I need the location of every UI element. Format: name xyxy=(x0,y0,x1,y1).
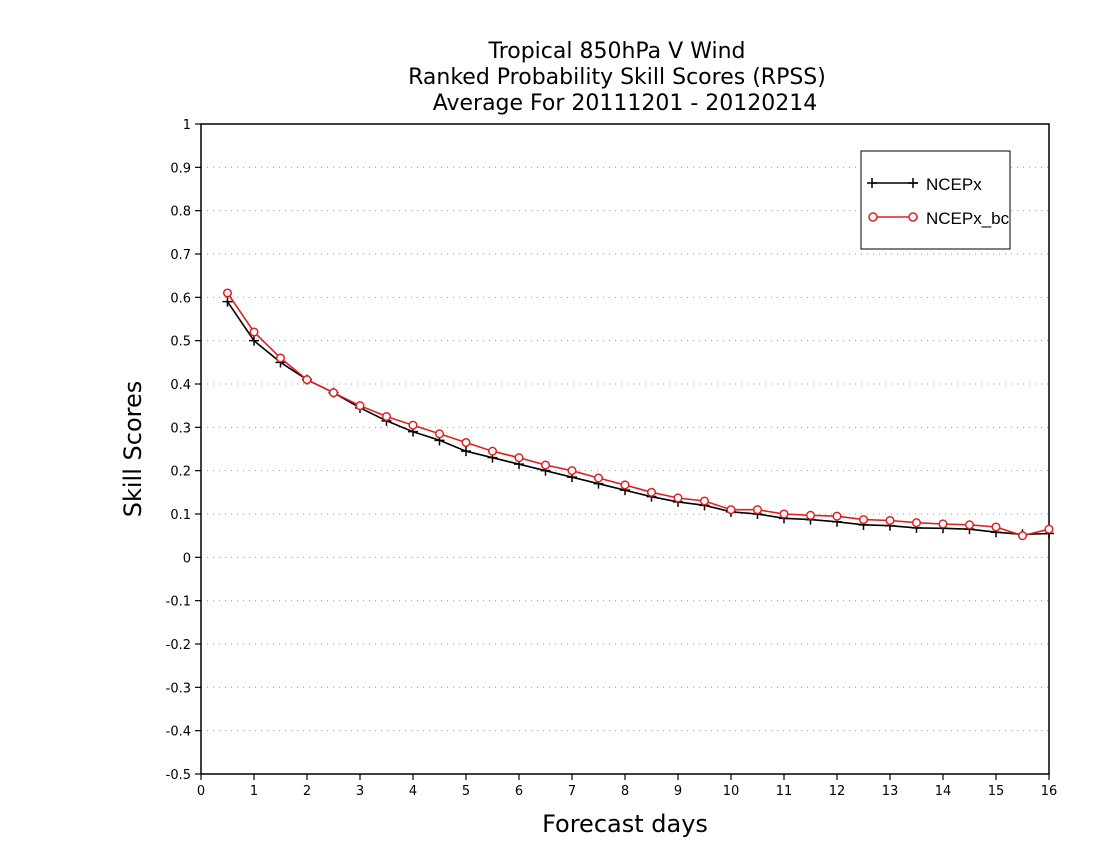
plot-frame xyxy=(200,123,1050,775)
point-ncepx-bc xyxy=(328,388,339,398)
point-ncepx-bc xyxy=(964,520,975,530)
axis-ticks xyxy=(195,123,1050,780)
point-ncepx-bc xyxy=(1044,524,1054,534)
y-tick-label: 0.8 xyxy=(170,205,191,220)
point-ncepx-bc xyxy=(752,505,763,515)
y-tick-label: 0.7 xyxy=(170,248,191,263)
legend-box xyxy=(860,150,1011,250)
x-tick-label: 13 xyxy=(882,784,899,799)
x-tick-label: 4 xyxy=(409,784,417,799)
point-ncepx-bc xyxy=(461,437,471,448)
point-ncepx-bc xyxy=(275,353,286,363)
y-tick-label: -0.1 xyxy=(166,595,191,610)
y-tick-label: -0.4 xyxy=(166,725,191,740)
point-ncepx-bc xyxy=(222,288,233,298)
point-ncepx-bc xyxy=(885,515,895,526)
point-ncepx-bc xyxy=(540,460,551,470)
y-axis-label: Skill Scores xyxy=(119,381,147,518)
y-tick-label: -0.3 xyxy=(166,681,191,696)
point-ncepx-bc xyxy=(911,518,922,528)
legend-marker-ncepx-bc-2 xyxy=(908,212,918,222)
legend-marker-ncepx-bc-1 xyxy=(868,212,878,222)
point-ncepx-bc xyxy=(355,401,365,411)
point-ncepx-bc xyxy=(487,446,498,456)
title-line-1: Tropical 850hPa V Wind xyxy=(487,39,745,64)
x-tick-label: 5 xyxy=(462,784,470,799)
y-tick-label: 0.9 xyxy=(170,161,191,176)
x-tick-label: 10 xyxy=(723,784,740,799)
chart-title: Tropical 850hPa V Wind Ranked Probabilit… xyxy=(408,39,826,116)
y-tick-label: -0.5 xyxy=(166,768,191,783)
point-ncepx-bc xyxy=(381,411,392,422)
x-tick-label: 11 xyxy=(776,784,793,799)
legend-label-ncepx-bc: NCEPx_bc xyxy=(926,209,1010,228)
point-ncepx-bc xyxy=(567,466,577,476)
x-tick-label: 14 xyxy=(935,784,952,799)
point-ncepx xyxy=(461,446,471,457)
point-ncepx-bc xyxy=(593,473,604,483)
point-ncepx-bc xyxy=(832,511,842,521)
point-ncepx-bc xyxy=(434,429,445,439)
y-tick-label: -0.2 xyxy=(166,638,191,653)
point-ncepx-bc xyxy=(805,510,816,520)
point-ncepx-bc xyxy=(726,505,736,515)
x-tick-label: 6 xyxy=(515,784,523,799)
point-ncepx xyxy=(249,335,259,346)
series-line-ncepx xyxy=(226,301,1050,536)
point-ncepx-bc xyxy=(779,509,789,519)
title-line-3: Average For 20111201 - 20120214 xyxy=(433,91,818,116)
point-ncepx-bc xyxy=(858,515,869,525)
tick-labels: -0.5 -0.4 -0.3 -0.2 -0.1 0 0.1 0.2 0.3 0.4 0.5 0.6 0… xyxy=(166,118,1058,799)
x-tick-label: 0 xyxy=(197,784,205,799)
point-ncepx-bc xyxy=(673,493,683,503)
y-tick-label: 0.3 xyxy=(170,421,191,436)
y-tick-label: 0.2 xyxy=(170,465,191,480)
series-layer xyxy=(222,288,1054,541)
point-ncepx xyxy=(222,296,233,307)
point-ncepx-bc xyxy=(408,420,418,430)
x-axis-label: Forecast days xyxy=(542,810,708,838)
point-ncepx-bc xyxy=(514,453,524,463)
point-ncepx-bc xyxy=(1017,531,1028,541)
y-tick-label: 0.4 xyxy=(170,378,191,393)
point-ncepx-bc xyxy=(302,375,312,385)
y-tick-label: 0 xyxy=(183,551,191,566)
point-ncepx-bc xyxy=(249,327,259,337)
x-tick-label: 3 xyxy=(356,784,364,799)
series-line-ncepx-bc xyxy=(226,292,1050,537)
point-ncepx-bc xyxy=(620,480,630,490)
y-tick-label: 0.1 xyxy=(170,508,191,523)
legend-label-ncepx: NCEPx xyxy=(926,175,982,194)
x-tick-label: 12 xyxy=(829,784,846,799)
point-ncepx-bc xyxy=(938,519,948,529)
x-tick-label: 2 xyxy=(303,784,311,799)
point-ncepx-bc xyxy=(699,496,710,506)
x-tick-label: 15 xyxy=(988,784,1005,799)
point-ncepx-bc xyxy=(991,522,1001,532)
grid-lines xyxy=(201,166,1049,732)
legend-marker-ncepx xyxy=(867,178,918,188)
x-tick-label: 9 xyxy=(674,784,682,799)
point-ncepx-bc xyxy=(646,487,657,497)
x-tick-label: 7 xyxy=(568,784,576,799)
x-tick-label: 8 xyxy=(621,784,629,799)
x-tick-label: 1 xyxy=(250,784,258,799)
y-tick-label: 0.5 xyxy=(170,335,191,350)
title-line-2: Ranked Probability Skill Scores (RPSS) xyxy=(408,65,826,90)
y-tick-label: 0.6 xyxy=(170,291,191,306)
x-tick-label: 16 xyxy=(1041,784,1058,799)
y-tick-label: 1 xyxy=(183,118,191,133)
legend: NCEPx NCEPx_bc xyxy=(860,150,1011,250)
